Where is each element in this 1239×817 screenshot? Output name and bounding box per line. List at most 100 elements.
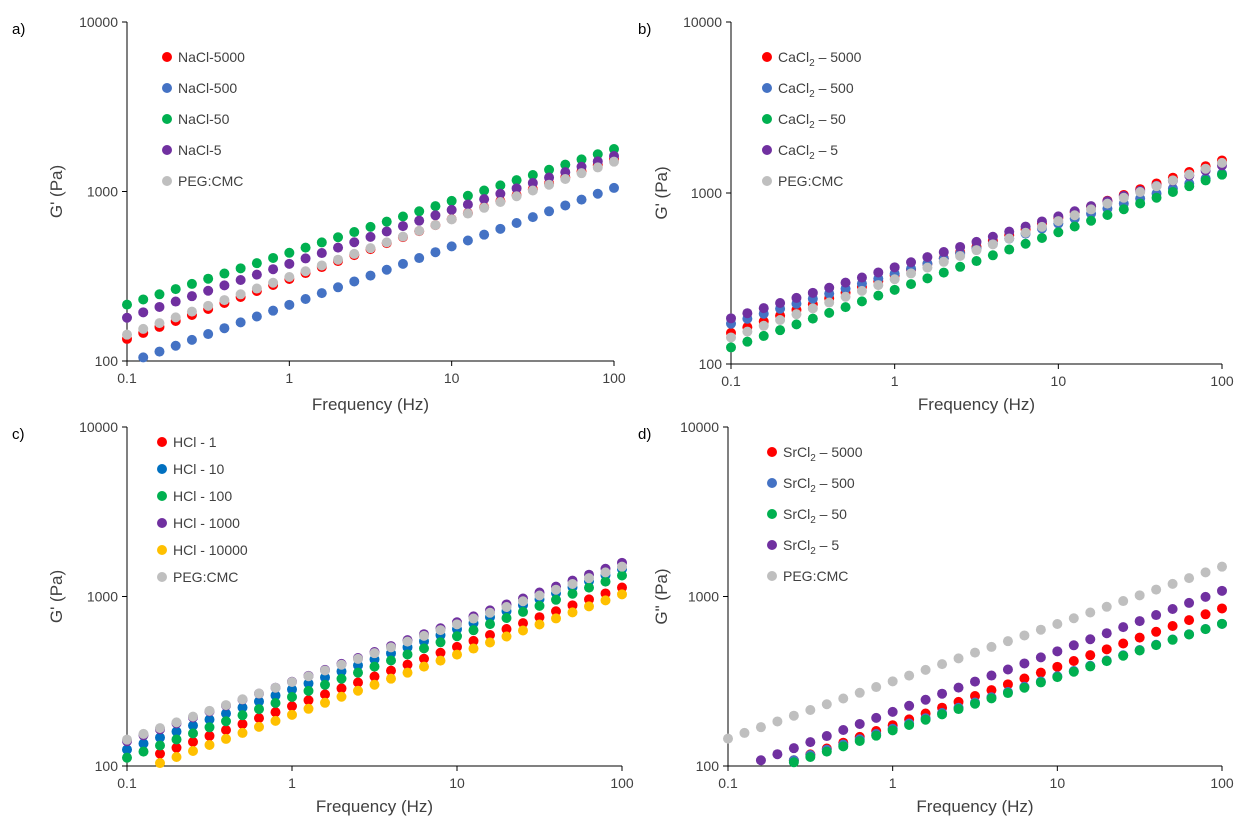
- data-point: [1035, 667, 1046, 678]
- data-point: [353, 677, 363, 688]
- data-point: [1167, 603, 1178, 614]
- series-0: [788, 603, 1227, 766]
- data-point: [742, 308, 753, 319]
- data-point: [485, 619, 495, 630]
- data-point: [303, 678, 314, 689]
- data-point: [1151, 584, 1162, 595]
- data-point: [805, 704, 816, 715]
- data-point: [138, 352, 149, 363]
- data-point: [920, 714, 931, 725]
- data-point: [805, 751, 816, 762]
- legend-subscript: 2: [809, 89, 815, 100]
- data-point: [544, 179, 555, 190]
- data-point: [821, 699, 832, 710]
- x-axis-title: Frequency (Hz): [918, 395, 1035, 414]
- data-point: [1052, 646, 1063, 657]
- data-point: [300, 242, 311, 253]
- y-tick-label: 10000: [79, 14, 118, 30]
- legend-entry: SrCl2 – 5000: [783, 444, 863, 464]
- legend-entry: NaCl-500: [178, 80, 237, 96]
- data-points: [723, 561, 1227, 768]
- legend: HCl - 1 HCl - 10 HCl - 100 HCl - 1000 HCl - …: [157, 434, 248, 585]
- data-point: [155, 748, 165, 759]
- data-point: [501, 624, 512, 635]
- data-point: [414, 253, 425, 264]
- data-point: [284, 271, 295, 282]
- legend-marker: [157, 464, 167, 474]
- data-point: [871, 730, 882, 741]
- data-point: [1134, 645, 1145, 656]
- data-point: [758, 320, 769, 331]
- data-point: [527, 177, 538, 188]
- data-point: [1134, 616, 1145, 627]
- legend-marker: [157, 572, 167, 582]
- data-point: [1118, 192, 1129, 203]
- legend-name: NaCl-5: [178, 142, 222, 158]
- data-point: [592, 162, 603, 173]
- data-point: [1035, 624, 1046, 635]
- data-point: [856, 272, 867, 283]
- data-point: [592, 188, 603, 199]
- data-point: [452, 641, 462, 652]
- legend-marker: [162, 83, 172, 93]
- y-tick-label: 10000: [79, 419, 118, 435]
- data-point: [889, 262, 900, 273]
- data-point: [1086, 215, 1097, 226]
- data-point: [430, 247, 441, 258]
- data-point: [221, 716, 231, 727]
- legend-suffix: – 500: [816, 475, 855, 491]
- data-point: [544, 164, 555, 175]
- data-point: [219, 323, 230, 334]
- data-point: [1151, 192, 1162, 203]
- data-point: [887, 676, 898, 687]
- data-point: [203, 285, 214, 296]
- data-point: [527, 169, 538, 180]
- data-point: [235, 274, 246, 285]
- data-point: [1167, 175, 1178, 186]
- legend-name: SrCl: [783, 506, 810, 522]
- data-point: [336, 691, 347, 702]
- data-point: [495, 223, 506, 234]
- legend-marker: [162, 114, 172, 124]
- data-point: [353, 653, 363, 664]
- data-point: [922, 273, 933, 284]
- panel-label: b): [638, 21, 651, 38]
- legend-name: HCl - 10: [173, 461, 225, 477]
- data-point: [1118, 596, 1129, 607]
- data-point: [971, 236, 982, 247]
- data-point: [468, 625, 479, 636]
- series-1: [122, 564, 627, 755]
- legend-marker: [767, 540, 777, 550]
- legend-entry: SrCl2 – 500: [783, 475, 855, 495]
- data-point: [920, 694, 931, 705]
- legend-name: PEG:CMC: [178, 173, 243, 189]
- legend-subscript: 2: [810, 515, 816, 526]
- data-point: [386, 642, 396, 653]
- data-point: [353, 667, 363, 678]
- data-point: [221, 708, 231, 719]
- data-point: [788, 757, 799, 768]
- data-point: [369, 648, 380, 659]
- data-point: [856, 296, 867, 307]
- series-3: [755, 585, 1227, 766]
- data-point: [592, 149, 603, 160]
- legend-entry: CaCl2 – 5000: [778, 49, 862, 69]
- data-point: [468, 613, 479, 624]
- data-point: [551, 613, 561, 624]
- x-tick-label: 100: [1210, 373, 1234, 389]
- data-point: [1118, 638, 1129, 649]
- data-point: [1004, 226, 1015, 237]
- data-point: [775, 298, 786, 309]
- legend-subscript: 2: [809, 120, 815, 131]
- x-tick-label: 10: [449, 775, 465, 791]
- data-point: [381, 237, 392, 248]
- data-point: [303, 695, 314, 706]
- data-point: [1036, 221, 1047, 232]
- data-point: [430, 201, 441, 212]
- data-point: [419, 653, 429, 664]
- data-point: [452, 631, 462, 642]
- x-tick-label: 100: [1210, 775, 1234, 791]
- data-point: [203, 329, 214, 340]
- legend-entry: SrCl2 – 50: [783, 506, 847, 526]
- data-point: [1069, 210, 1080, 221]
